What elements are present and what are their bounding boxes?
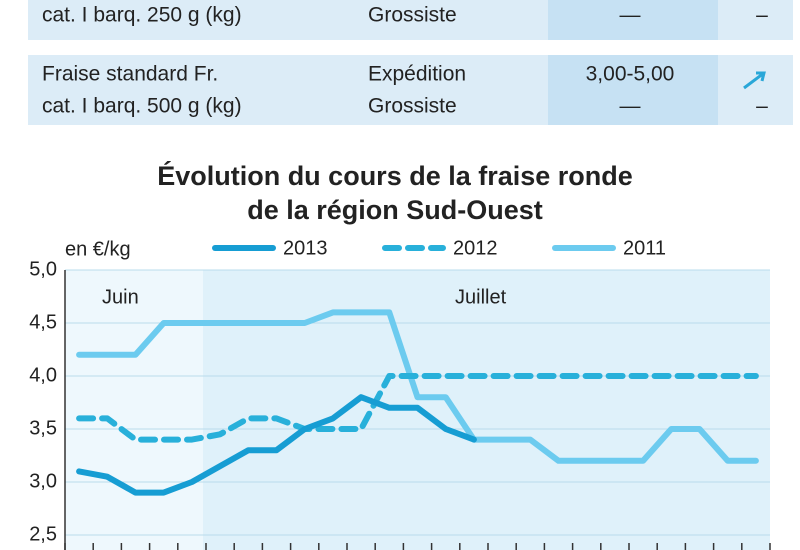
y-tick-label: 3,5 — [29, 417, 57, 439]
y-tick-label: 4,0 — [29, 364, 57, 386]
table-cell: — — [620, 4, 641, 27]
price-column-bg — [548, 0, 718, 40]
juin-bg — [65, 270, 203, 550]
legend-label: 2013 — [283, 237, 328, 259]
table-cell: – — [756, 4, 768, 27]
chart-title: de la région Sud-Ouest — [247, 195, 543, 225]
month-label: Juin — [102, 286, 139, 308]
table-cell: 3,00-5,00 — [586, 63, 675, 86]
trend-up-icon — [743, 71, 766, 90]
table-cell: Expédition — [368, 63, 466, 86]
table-cell: – — [756, 95, 768, 118]
plot: 2,5 3,0 3,5 4,0 4,5 5,0 2013 2012 2011 — [29, 237, 771, 550]
legend-label: 2011 — [623, 237, 666, 259]
series-line — [76, 373, 759, 443]
table-cell: cat. I barq. 500 g (kg) — [42, 95, 242, 118]
legend-label: 2012 — [453, 237, 498, 259]
table-cell: Grossiste — [368, 4, 457, 27]
y-tick-label: 4,5 — [29, 311, 57, 333]
month-label: Juillet — [455, 286, 507, 308]
y-tick-label: 3,0 — [29, 470, 57, 492]
y-tick-label: 5,0 — [29, 258, 57, 280]
table-cell: Fraise standard Fr. — [42, 63, 218, 86]
price-column-bg — [548, 55, 718, 125]
chart-title: Évolution du cours de la fraise ronde — [157, 160, 633, 191]
y-axis-label: en €/kg — [65, 238, 131, 260]
table: cat. I barq. 250 g (kg) Grossiste — – Fraise… — [42, 4, 768, 118]
table-cell: cat. I barq. 250 g (kg) — [42, 4, 242, 27]
table-cell: Grossiste — [368, 95, 457, 118]
table-cell: — — [620, 95, 641, 118]
y-tick-label: 2,5 — [29, 523, 57, 545]
series-line — [76, 309, 759, 464]
series-line — [76, 394, 477, 496]
